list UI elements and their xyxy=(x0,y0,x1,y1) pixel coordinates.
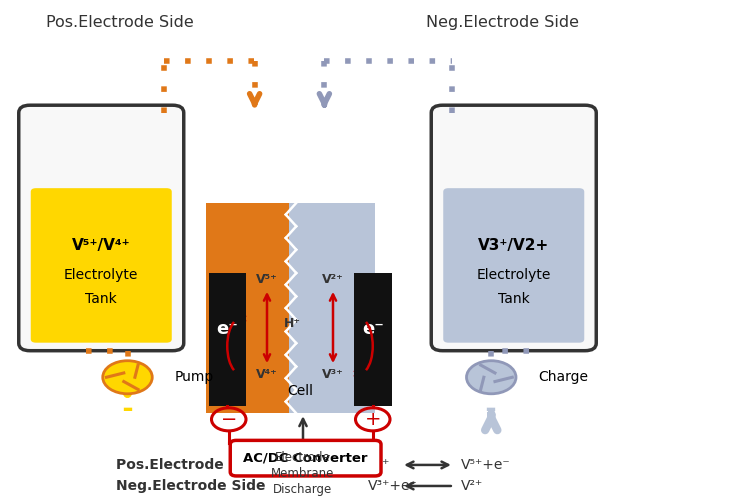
Text: Pos.Electrode Side: Pos.Electrode Side xyxy=(46,15,194,30)
Text: Neg.Electrode Side: Neg.Electrode Side xyxy=(426,15,579,30)
Text: Electrolyte: Electrolyte xyxy=(476,269,551,283)
Text: V3⁺/V2+: V3⁺/V2+ xyxy=(478,238,549,254)
Circle shape xyxy=(466,361,516,394)
Text: Membrane: Membrane xyxy=(272,467,334,480)
Text: V⁵⁺/V⁴⁺: V⁵⁺/V⁴⁺ xyxy=(72,238,130,254)
Text: V²⁺: V²⁺ xyxy=(461,479,484,493)
Text: V⁴⁺: V⁴⁺ xyxy=(368,458,390,472)
Text: V²⁺: V²⁺ xyxy=(322,274,344,287)
Text: e⁻: e⁻ xyxy=(362,320,384,338)
Bar xyxy=(206,203,292,413)
Text: V⁵⁺: V⁵⁺ xyxy=(256,274,278,287)
Text: H⁺: H⁺ xyxy=(284,317,301,330)
FancyBboxPatch shape xyxy=(230,440,381,476)
Text: Cell: Cell xyxy=(287,384,313,398)
Text: V⁵⁺+e⁻: V⁵⁺+e⁻ xyxy=(461,458,511,472)
Text: Discharge: Discharge xyxy=(273,483,333,496)
Text: −: − xyxy=(220,410,237,429)
Text: Tank: Tank xyxy=(498,292,530,306)
Text: e⁻: e⁻ xyxy=(216,320,238,338)
Text: Electrolyte: Electrolyte xyxy=(64,269,139,283)
Text: +: + xyxy=(364,410,381,429)
Bar xyxy=(289,203,375,413)
Text: V³⁺+e⁻: V³⁺+e⁻ xyxy=(368,479,417,493)
Text: Charge: Charge xyxy=(538,370,589,384)
Text: Electrode: Electrode xyxy=(275,451,331,464)
FancyBboxPatch shape xyxy=(443,188,584,343)
Text: V⁴⁺: V⁴⁺ xyxy=(256,369,278,381)
Circle shape xyxy=(103,361,152,394)
Bar xyxy=(354,273,392,406)
Text: V³⁺: V³⁺ xyxy=(322,369,344,381)
Text: Pos.Electrode Side: Pos.Electrode Side xyxy=(116,458,262,472)
Text: Neg.Electrode Side: Neg.Electrode Side xyxy=(116,479,266,493)
FancyBboxPatch shape xyxy=(19,105,184,351)
Text: Tank: Tank xyxy=(86,292,117,306)
Text: Pump: Pump xyxy=(175,370,214,384)
FancyBboxPatch shape xyxy=(431,105,596,351)
FancyBboxPatch shape xyxy=(31,188,172,343)
Text: AC/DC Converter: AC/DC Converter xyxy=(243,452,368,464)
Bar xyxy=(209,273,246,406)
